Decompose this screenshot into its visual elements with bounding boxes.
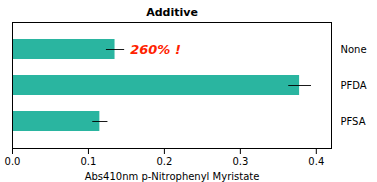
svg-text:0.3: 0.3 [232,156,248,167]
svg-text:PFSA: PFSA [341,116,366,127]
svg-text:260% !: 260% ! [130,42,181,57]
svg-text:0.1: 0.1 [80,156,96,167]
svg-text:0.0: 0.0 [5,156,21,167]
svg-text:0.2: 0.2 [156,156,172,167]
svg-text:Additive: Additive [146,6,198,19]
svg-text:Abs410nm p-Nitrophenyl Myrista: Abs410nm p-Nitrophenyl Myristate [85,171,260,182]
svg-text:None: None [341,44,367,55]
svg-text:PFDA: PFDA [341,80,367,91]
svg-text:0.4: 0.4 [308,156,324,167]
